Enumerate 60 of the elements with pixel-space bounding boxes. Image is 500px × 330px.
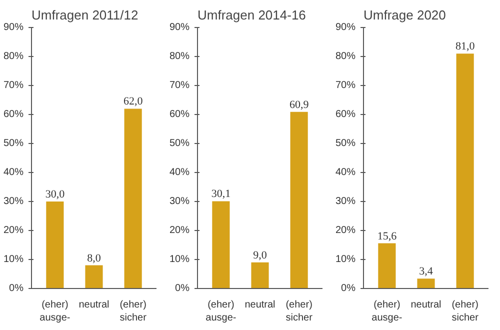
x-tick-label: (eher) sicher (452, 300, 480, 324)
bar (417, 278, 435, 288)
y-tick-label: 0% (9, 283, 24, 294)
chart-title: Umfragen 2011/12 (32, 8, 138, 22)
y-tick-label: 10% (335, 254, 356, 265)
data-label: 62,0 (123, 96, 144, 108)
y-tick-label: 70% (3, 80, 24, 91)
bar (290, 112, 308, 288)
y-tick-label: 50% (3, 138, 24, 149)
y-tick-label: 30% (169, 196, 190, 207)
y-tick-label: 30% (335, 196, 356, 207)
data-label: 8,0 (87, 252, 102, 264)
data-label: 3,4 (419, 266, 434, 278)
data-label: 30,0 (45, 188, 66, 200)
y-tick-label: 40% (3, 167, 24, 178)
data-label: 81,0 (455, 40, 476, 53)
y-tick-label: 10% (3, 254, 24, 265)
x-tick-label: (eher) ausge- (206, 300, 236, 324)
x-tick-label: (eher) sicher (120, 300, 148, 324)
y-tick-label: 80% (169, 51, 190, 62)
x-tick-label: (eher) sicher (286, 300, 314, 324)
x-tick-label: neutral (244, 300, 276, 310)
y-tick-label: 40% (169, 167, 190, 178)
x-tick-label: neutral (78, 300, 110, 310)
bar (378, 243, 396, 288)
bar (212, 201, 230, 288)
y-tick-label: 20% (335, 225, 356, 236)
y-tick-label: 20% (169, 225, 190, 236)
bar (456, 54, 474, 288)
y-tick-label: 80% (3, 51, 24, 62)
data-label: 30,1 (211, 188, 231, 200)
y-tick-label: 60% (169, 109, 190, 120)
y-tick-label: 90% (3, 22, 24, 33)
y-tick-label: 70% (335, 80, 356, 91)
y-tick-label: 80% (335, 51, 356, 62)
y-tick-label: 20% (3, 225, 24, 236)
x-tick-label: (eher) ausge- (40, 300, 70, 324)
y-tick-label: 30% (3, 196, 24, 207)
data-label: 60,9 (289, 98, 310, 111)
y-tick-label: 10% (169, 254, 190, 265)
bar (85, 265, 103, 288)
y-tick-label: 50% (335, 138, 356, 149)
y-tick-label: 0% (175, 283, 190, 294)
y-tick-label: 90% (335, 22, 356, 33)
data-label: 15,6 (377, 230, 398, 242)
x-tick-label: (eher) ausge- (372, 300, 402, 324)
y-tick-label: 0% (341, 283, 356, 294)
y-tick-label: 70% (169, 80, 190, 91)
y-tick-label: 40% (335, 167, 356, 178)
y-tick-label: 60% (3, 109, 24, 120)
data-label: 9,0 (253, 249, 268, 262)
y-tick-label: 50% (169, 138, 190, 149)
bar (251, 262, 269, 288)
bar (46, 202, 64, 288)
y-tick-label: 90% (169, 22, 190, 33)
x-tick-label: neutral (410, 300, 442, 310)
chart-title: Umfrage 2020 (364, 8, 446, 22)
chart-title: Umfragen 2014-16 (198, 8, 306, 22)
y-tick-label: 60% (335, 109, 356, 120)
bar (124, 108, 142, 288)
